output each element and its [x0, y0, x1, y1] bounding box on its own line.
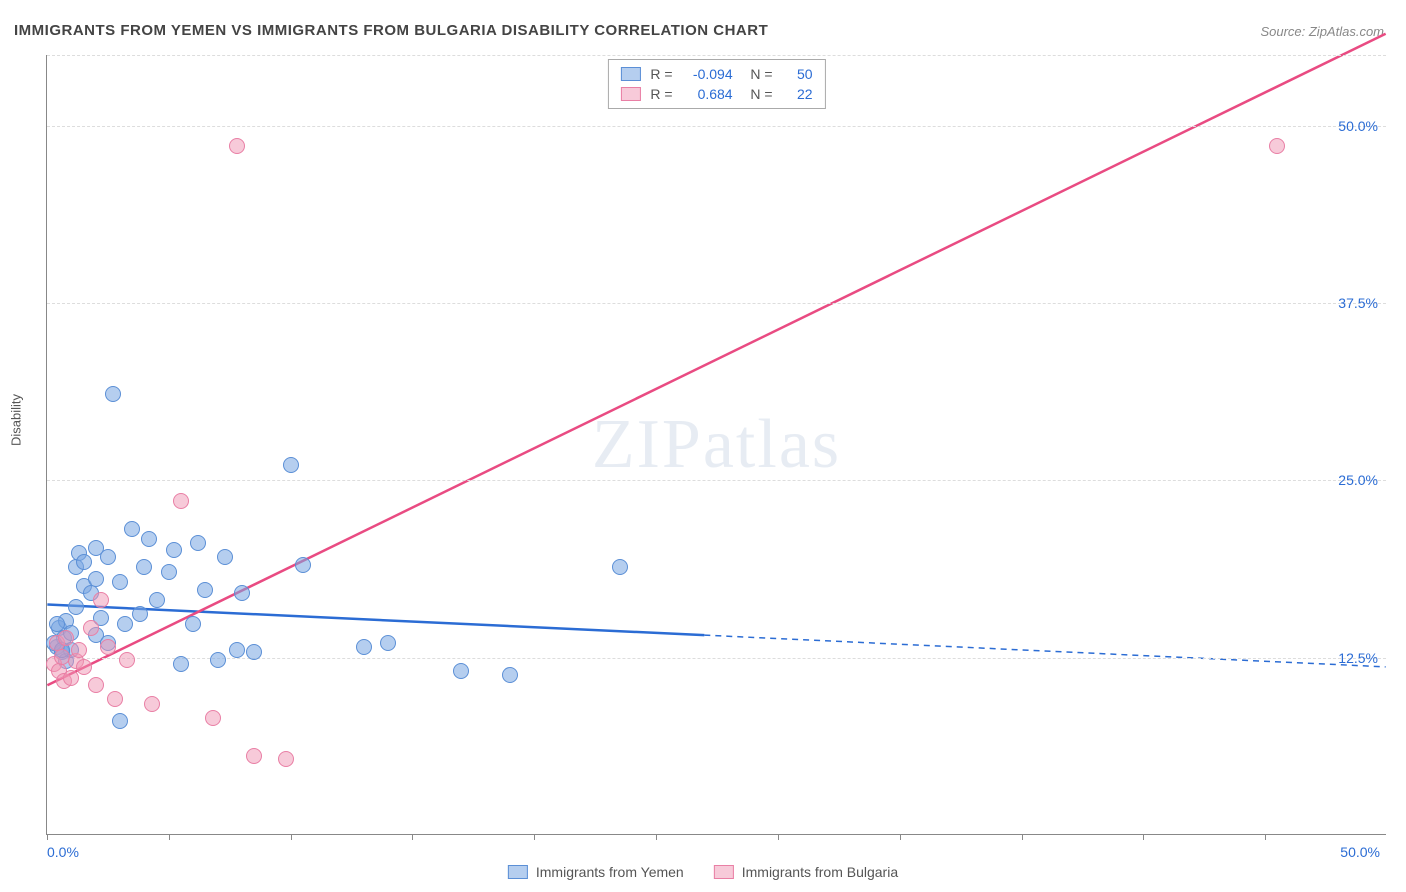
data-point-bulgaria [119, 652, 135, 668]
n-value: 50 [783, 66, 813, 82]
data-point-yemen [112, 713, 128, 729]
data-point-yemen [185, 616, 201, 632]
x-tick [656, 834, 657, 840]
data-point-yemen [132, 606, 148, 622]
correlation-legend: R = -0.094 N = 50 R = 0.684 N = 22 [607, 59, 825, 109]
legend-item: Immigrants from Yemen [508, 864, 684, 880]
data-point-yemen [124, 521, 140, 537]
n-label: N = [743, 86, 773, 102]
data-point-yemen [295, 557, 311, 573]
data-point-yemen [76, 554, 92, 570]
data-point-yemen [68, 599, 84, 615]
data-point-yemen [197, 582, 213, 598]
data-point-bulgaria [93, 592, 109, 608]
r-label: R = [650, 86, 672, 102]
x-tick [534, 834, 535, 840]
legend-label: Immigrants from Yemen [536, 864, 684, 880]
gridline [47, 480, 1386, 481]
data-point-yemen [217, 549, 233, 565]
x-tick-label: 0.0% [47, 844, 79, 860]
legend-row-yemen: R = -0.094 N = 50 [620, 64, 812, 84]
data-point-yemen [88, 571, 104, 587]
data-point-bulgaria [1269, 138, 1285, 154]
data-point-yemen [210, 652, 226, 668]
scatter-plot-area: ZIPatlas R = -0.094 N = 50 R = 0.684 N = 22 1… [46, 55, 1386, 835]
data-point-yemen [453, 663, 469, 679]
data-point-yemen [105, 386, 121, 402]
legend-label: Immigrants from Bulgaria [742, 864, 898, 880]
data-point-yemen [283, 457, 299, 473]
data-point-bulgaria [246, 748, 262, 764]
data-point-bulgaria [54, 649, 70, 665]
y-tick-label: 25.0% [1338, 472, 1378, 488]
r-value: -0.094 [683, 66, 733, 82]
x-tick [1265, 834, 1266, 840]
data-point-yemen [229, 642, 245, 658]
y-tick-label: 37.5% [1338, 295, 1378, 311]
x-tick [47, 834, 48, 840]
data-point-yemen [612, 559, 628, 575]
trend-lines-layer [47, 55, 1386, 834]
data-point-bulgaria [71, 642, 87, 658]
data-point-yemen [502, 667, 518, 683]
x-tick [900, 834, 901, 840]
data-point-yemen [173, 656, 189, 672]
legend-swatch [508, 865, 528, 879]
data-point-yemen [49, 616, 65, 632]
data-point-yemen [166, 542, 182, 558]
y-tick-label: 12.5% [1338, 650, 1378, 666]
x-tick [1022, 834, 1023, 840]
data-point-yemen [100, 549, 116, 565]
x-tick [1143, 834, 1144, 840]
data-point-yemen [380, 635, 396, 651]
data-point-bulgaria [278, 751, 294, 767]
data-point-yemen [190, 535, 206, 551]
r-label: R = [650, 66, 672, 82]
data-point-bulgaria [229, 138, 245, 154]
data-point-yemen [136, 559, 152, 575]
data-point-bulgaria [83, 620, 99, 636]
chart-title: IMMIGRANTS FROM YEMEN VS IMMIGRANTS FROM… [14, 22, 768, 39]
legend-row-bulgaria: R = 0.684 N = 22 [620, 84, 812, 104]
watermark: ZIPatlas [592, 405, 841, 485]
data-point-bulgaria [100, 639, 116, 655]
y-axis-label: Disability [9, 394, 24, 446]
data-point-yemen [356, 639, 372, 655]
data-point-bulgaria [173, 493, 189, 509]
data-point-bulgaria [107, 691, 123, 707]
x-tick [291, 834, 292, 840]
x-tick [169, 834, 170, 840]
n-label: N = [743, 66, 773, 82]
series-legend: Immigrants from Yemen Immigrants from Bul… [508, 864, 898, 880]
data-point-yemen [246, 644, 262, 660]
data-point-bulgaria [76, 659, 92, 675]
legend-swatch [620, 67, 640, 81]
data-point-bulgaria [144, 696, 160, 712]
data-point-yemen [234, 585, 250, 601]
data-point-yemen [112, 574, 128, 590]
gridline [47, 303, 1386, 304]
data-point-bulgaria [205, 710, 221, 726]
data-point-yemen [141, 531, 157, 547]
legend-swatch [620, 87, 640, 101]
gridline [47, 55, 1386, 56]
legend-item: Immigrants from Bulgaria [714, 864, 898, 880]
x-tick-label: 50.0% [1340, 844, 1380, 860]
data-point-yemen [161, 564, 177, 580]
source-attribution: Source: ZipAtlas.com [1260, 24, 1384, 39]
r-value: 0.684 [683, 86, 733, 102]
trend-line-dashed-yemen [704, 635, 1385, 667]
legend-swatch [714, 865, 734, 879]
x-tick [412, 834, 413, 840]
gridline [47, 126, 1386, 127]
data-point-bulgaria [88, 677, 104, 693]
data-point-yemen [117, 616, 133, 632]
data-point-yemen [149, 592, 165, 608]
x-tick [778, 834, 779, 840]
y-tick-label: 50.0% [1338, 118, 1378, 134]
n-value: 22 [783, 86, 813, 102]
